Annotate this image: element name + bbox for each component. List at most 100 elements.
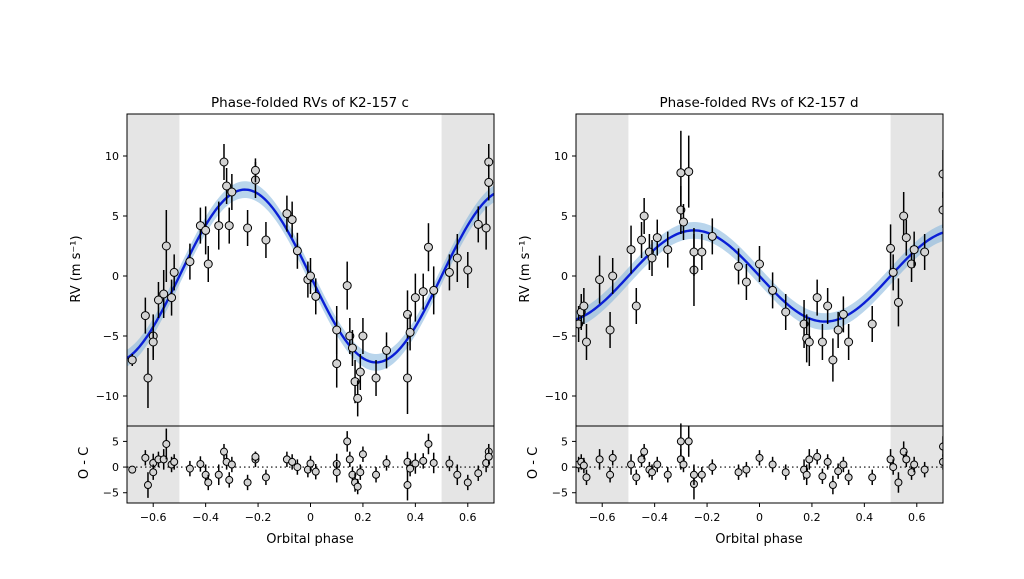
data-point xyxy=(755,259,764,269)
y-tick-label: 5 xyxy=(112,210,119,223)
data-point xyxy=(828,355,838,365)
residual-point xyxy=(653,460,662,469)
residual-point xyxy=(293,463,302,472)
data-point xyxy=(224,221,234,231)
y-tick-label: 0 xyxy=(112,270,119,283)
residual-point xyxy=(306,459,315,468)
y-tick-label: −10 xyxy=(545,390,568,403)
residual-point xyxy=(734,468,743,477)
data-point xyxy=(938,205,943,215)
residual-point xyxy=(805,455,814,464)
residual-point xyxy=(939,442,943,451)
x-tick-label: 0.6 xyxy=(459,511,477,524)
data-point xyxy=(867,319,877,329)
data-point xyxy=(768,285,778,295)
data-point xyxy=(605,325,615,335)
residual-point xyxy=(582,473,591,482)
data-point xyxy=(579,301,589,311)
residual-point xyxy=(343,437,352,446)
residual-point xyxy=(920,465,929,474)
residual-points xyxy=(576,423,943,500)
residual-y-axis-label: O - C xyxy=(77,447,92,479)
y-axis-label: RV (m s⁻¹) xyxy=(69,235,84,302)
residual-point xyxy=(828,481,837,490)
data-point xyxy=(250,165,260,175)
data-point xyxy=(938,169,943,179)
residual-point xyxy=(345,455,354,464)
residual-point xyxy=(348,470,357,479)
data-point xyxy=(823,301,833,311)
residual-point xyxy=(679,460,688,469)
residual-point xyxy=(356,468,365,477)
residual-point xyxy=(689,470,698,479)
data-point xyxy=(886,243,896,253)
data-point xyxy=(243,223,253,233)
residual-point xyxy=(813,452,822,461)
residual-point xyxy=(818,472,827,481)
residual-y-tick-label: 5 xyxy=(561,435,568,448)
data-point xyxy=(444,267,454,277)
chart-panel-k2-157-c: Phase-folded RVs of K2-157 c RV (m s⁻¹) … xyxy=(69,95,495,547)
residual-point xyxy=(332,468,341,477)
residual-point xyxy=(424,439,433,448)
residual-point xyxy=(899,447,908,456)
residual-point xyxy=(802,470,811,479)
data-point xyxy=(342,281,352,291)
data-point xyxy=(410,293,420,303)
residual-point xyxy=(445,459,454,468)
x-tick-label: 0.2 xyxy=(803,511,821,524)
data-point xyxy=(382,345,392,355)
residual-point xyxy=(128,465,137,474)
chart-title: Phase-folded RVs of K2-157 d xyxy=(659,95,858,111)
data-point xyxy=(358,331,368,341)
residual-point xyxy=(708,463,717,472)
data-point xyxy=(920,247,930,257)
data-point xyxy=(697,247,707,257)
data-point xyxy=(292,246,302,256)
data-point xyxy=(652,233,662,243)
data-point xyxy=(844,337,854,347)
residual-y-axis-label: O - C xyxy=(526,447,541,479)
data-point xyxy=(833,325,843,335)
data-point xyxy=(631,301,641,311)
residual-point xyxy=(742,465,751,474)
residual-point xyxy=(311,467,320,476)
residual-point xyxy=(143,481,152,490)
data-point xyxy=(127,355,137,365)
data-point xyxy=(287,215,297,225)
residual-point xyxy=(663,470,672,479)
residual-point xyxy=(353,482,362,491)
data-point xyxy=(481,223,491,233)
residual-point xyxy=(251,452,260,461)
x-axis-label: Orbital phase xyxy=(715,532,802,547)
x-tick-label: 0.4 xyxy=(856,511,874,524)
x-tick-label: −0.4 xyxy=(192,511,219,524)
residual-point xyxy=(907,468,916,477)
residual-point xyxy=(219,447,228,456)
residual-point xyxy=(606,470,615,479)
data-point xyxy=(222,181,232,191)
residual-point xyxy=(484,452,493,461)
residual-point xyxy=(902,455,911,464)
residual-point xyxy=(781,468,790,477)
residual-point xyxy=(170,457,179,466)
residual-point xyxy=(227,460,236,469)
data-point xyxy=(899,211,909,221)
x-tick-label: 0 xyxy=(307,511,314,524)
x-tick-label: −0.6 xyxy=(589,511,616,524)
residual-point xyxy=(159,455,168,464)
residual-point xyxy=(453,470,462,479)
data-point xyxy=(371,373,381,383)
residual-point xyxy=(697,470,706,479)
data-point xyxy=(838,309,848,319)
residual-point xyxy=(595,455,604,464)
data-point xyxy=(781,307,791,317)
data-point xyxy=(143,373,153,383)
residual-point xyxy=(608,453,617,462)
residual-point xyxy=(474,469,483,478)
data-point xyxy=(227,187,237,197)
residual-y-tick-label: 5 xyxy=(112,435,119,448)
data-point xyxy=(684,167,694,177)
data-point xyxy=(463,265,473,275)
